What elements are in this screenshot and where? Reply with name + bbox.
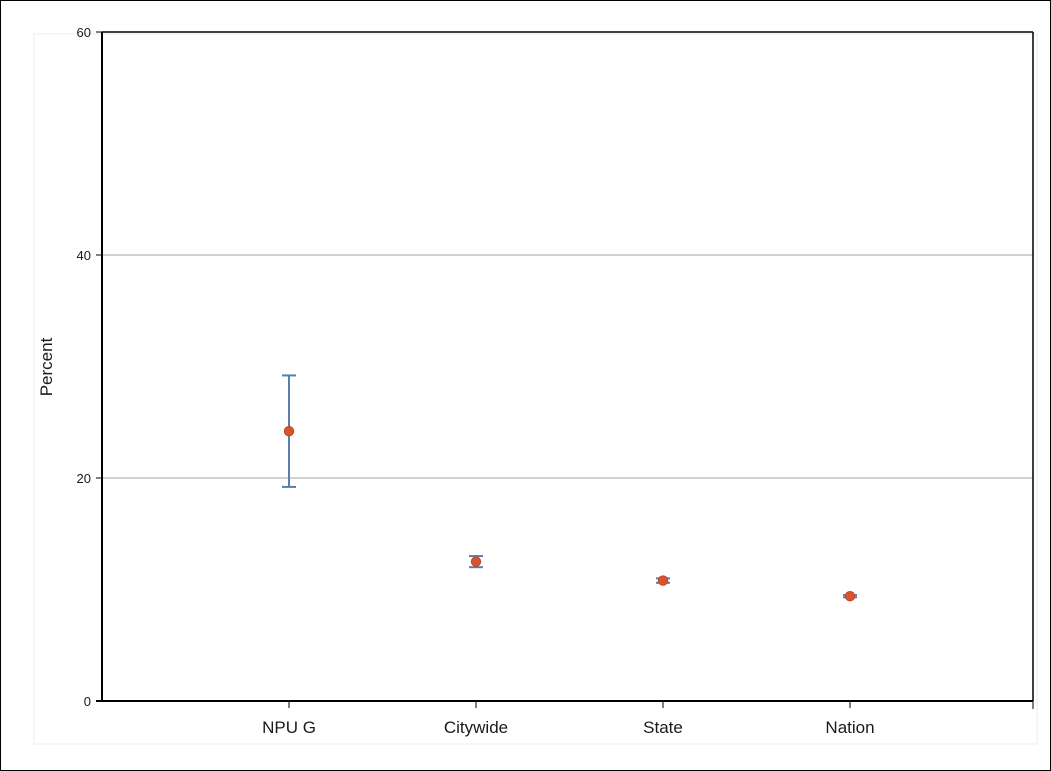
x-axis: NPU G Citywide State Nation <box>96 700 1034 737</box>
y-axis-title: Percent <box>37 337 56 396</box>
y-tick-label-40: 40 <box>77 248 91 263</box>
x-tick-label-3: Nation <box>825 718 874 737</box>
error-bars <box>282 374 857 599</box>
data-point-0 <box>283 425 295 437</box>
data-points <box>283 425 856 602</box>
gridlines <box>102 31 1034 701</box>
y-tick-label-20: 20 <box>77 471 91 486</box>
data-point-2 <box>657 575 669 586</box>
chart-background <box>33 33 1038 745</box>
y-axis: 0 20 40 60 <box>77 25 103 709</box>
data-point-1 <box>470 556 482 567</box>
y-tick-label-0: 0 <box>84 694 91 709</box>
x-tick-label-0: NPU G <box>262 718 316 737</box>
data-point-3 <box>844 590 856 602</box>
y-tick-label-60: 60 <box>77 25 91 40</box>
x-tick-label-1: Citywide <box>444 718 508 737</box>
x-tick-label-2: State <box>643 718 683 737</box>
